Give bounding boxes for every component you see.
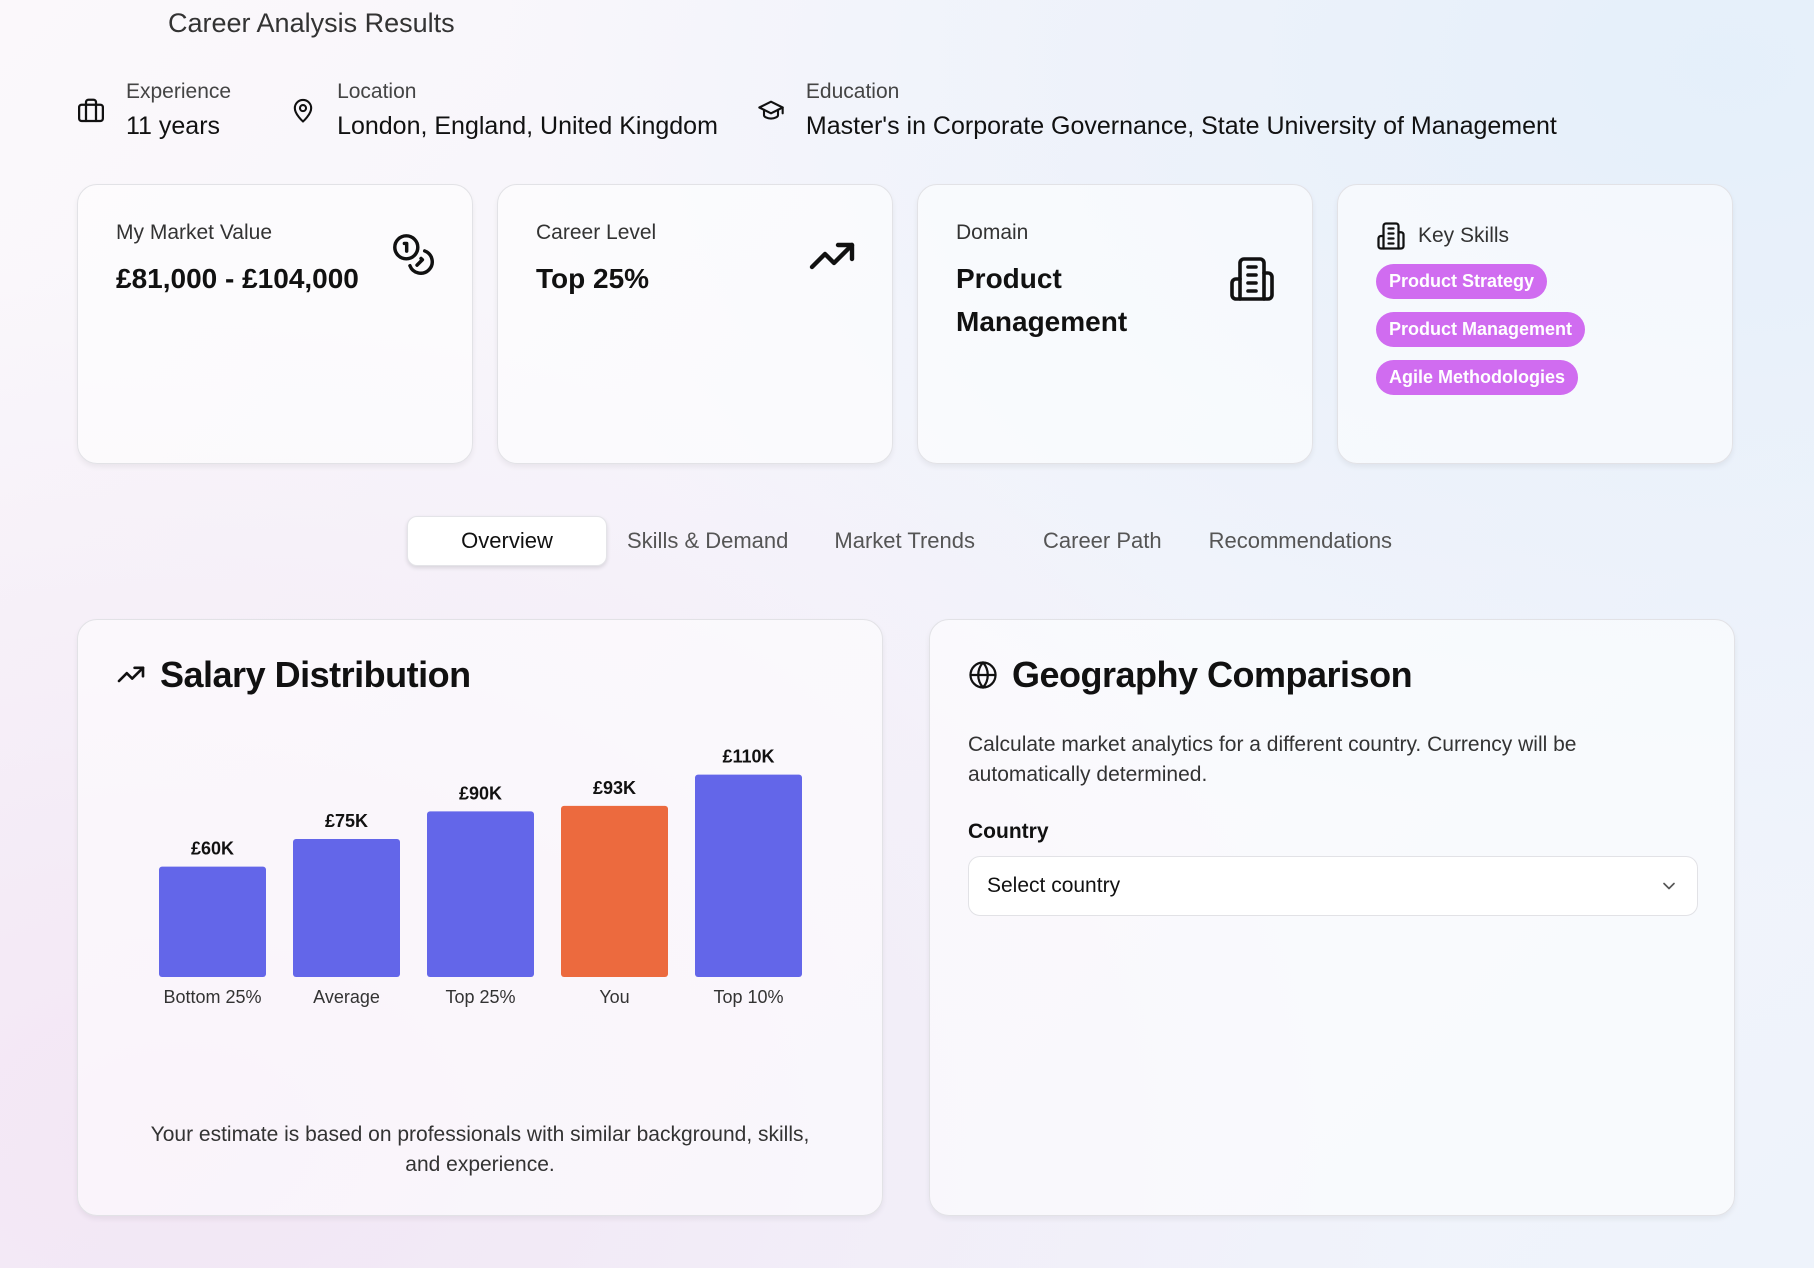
profile-meta: Experience 11 years Location London, Eng… <box>76 80 1583 141</box>
location-label: Location <box>337 80 417 103</box>
bar-average <box>293 839 400 977</box>
salary-footnote: Your estimate is based on professionals … <box>150 1123 810 1176</box>
tab-market-trends[interactable]: Market Trends <box>834 528 975 553</box>
tab-career-path[interactable]: Career Path <box>1043 528 1162 553</box>
country-select[interactable]: Select country <box>968 856 1698 916</box>
category-label: Top 25% <box>445 987 515 1007</box>
chevron-down-icon <box>1663 882 1675 890</box>
skill-pill: Agile Methodologies <box>1376 360 1579 395</box>
tab-overview[interactable]: Overview <box>407 516 607 566</box>
skill-pill: Product Strategy <box>1376 264 1548 299</box>
salary-distribution-panel: Salary Distribution £60K Bottom 25% £75K Av… <box>77 619 883 1216</box>
category-label: You <box>599 987 629 1007</box>
map-pin-icon <box>293 98 313 123</box>
category-label: Top 10% <box>713 987 783 1007</box>
bar-top-10 <box>695 774 802 977</box>
career-level-value: Top 25% <box>536 263 650 294</box>
career-level-label: Career Level <box>536 221 657 244</box>
category-label: Average <box>313 987 380 1007</box>
domain-card: Domain Product Management <box>917 184 1313 464</box>
experience-label: Experience <box>126 80 232 103</box>
building-icon <box>1230 257 1274 301</box>
skill-pill: Product Management <box>1376 312 1586 347</box>
bar-data-label: £110K <box>722 747 774 767</box>
trending-up-icon <box>809 242 855 270</box>
coins-icon <box>393 234 434 275</box>
education-label: Education <box>805 80 900 103</box>
bar-data-label: £93K <box>593 778 636 798</box>
key-skills-card: Key Skills Product Strategy Product Mana… <box>1337 184 1733 464</box>
education-value: Master's in Corporate Governance, State … <box>805 112 1557 140</box>
tab-skills-demand[interactable]: Skills & Demand <box>627 528 789 553</box>
page-title: Career Analysis Results <box>168 8 455 38</box>
key-skills-label: Key Skills <box>1418 224 1510 247</box>
tab-recommendations[interactable]: Recommendations <box>1208 528 1393 553</box>
market-value-label: My Market Value <box>116 221 272 244</box>
bar-you <box>561 805 668 977</box>
domain-label: Domain <box>956 221 1029 244</box>
domain-value: Product Management <box>956 263 1128 337</box>
bar-data-label: £90K <box>459 783 502 803</box>
building-icon <box>1377 222 1405 250</box>
geography-description: Calculate market analytics for a differe… <box>968 733 1577 786</box>
tab-bar: Overview Skills & Demand Market Trends C… <box>407 516 1392 566</box>
globe-icon <box>969 661 997 689</box>
bar-data-label: £75K <box>325 811 368 831</box>
salary-distribution-title: Salary Distribution <box>160 654 471 695</box>
market-value-value: £81,000 - £104,000 <box>116 263 359 294</box>
bar-top-25 <box>427 811 534 977</box>
graduation-cap-icon <box>758 100 784 120</box>
geography-comparison-panel: Geography Comparison Calculate market an… <box>929 619 1735 1216</box>
market-value-card: My Market Value £81,000 - £104,000 <box>77 184 473 464</box>
country-label: Country <box>968 820 1049 843</box>
education-meta: Education Master's in Corporate Governan… <box>756 80 1557 141</box>
geography-comparison-title: Geography Comparison <box>1012 654 1413 695</box>
skill-list: Product Strategy Product Management Agil… <box>1376 264 1694 395</box>
location-value: London, England, United Kingdom <box>337 112 718 140</box>
experience-value: 11 years <box>126 112 221 140</box>
bar-data-label: £60K <box>191 839 234 859</box>
location-meta: Location London, England, United Kingdom <box>289 80 718 141</box>
trending-up-icon <box>117 666 145 683</box>
briefcase-icon <box>78 98 104 122</box>
experience-meta: Experience 11 years <box>76 80 231 141</box>
category-label: Bottom 25% <box>163 987 261 1007</box>
salary-bar-chart: £60K Bottom 25% £75K Average £90K Top 25% £93K… <box>159 747 802 1007</box>
bar-bottom-25 <box>159 866 266 977</box>
country-select-value: Select country <box>987 874 1121 897</box>
career-level-card: Career Level Top 25% <box>497 184 893 464</box>
